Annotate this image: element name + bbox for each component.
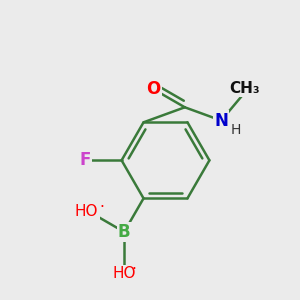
Text: HO: HO bbox=[75, 204, 98, 219]
Text: HO: HO bbox=[112, 266, 136, 281]
Text: ·: · bbox=[131, 262, 136, 277]
Text: O: O bbox=[146, 80, 161, 98]
Text: F: F bbox=[80, 151, 91, 169]
Text: CH₃: CH₃ bbox=[229, 81, 260, 96]
Text: N: N bbox=[214, 112, 228, 130]
Text: ·: · bbox=[100, 200, 105, 215]
Text: H: H bbox=[230, 123, 241, 137]
Text: B: B bbox=[118, 223, 130, 241]
